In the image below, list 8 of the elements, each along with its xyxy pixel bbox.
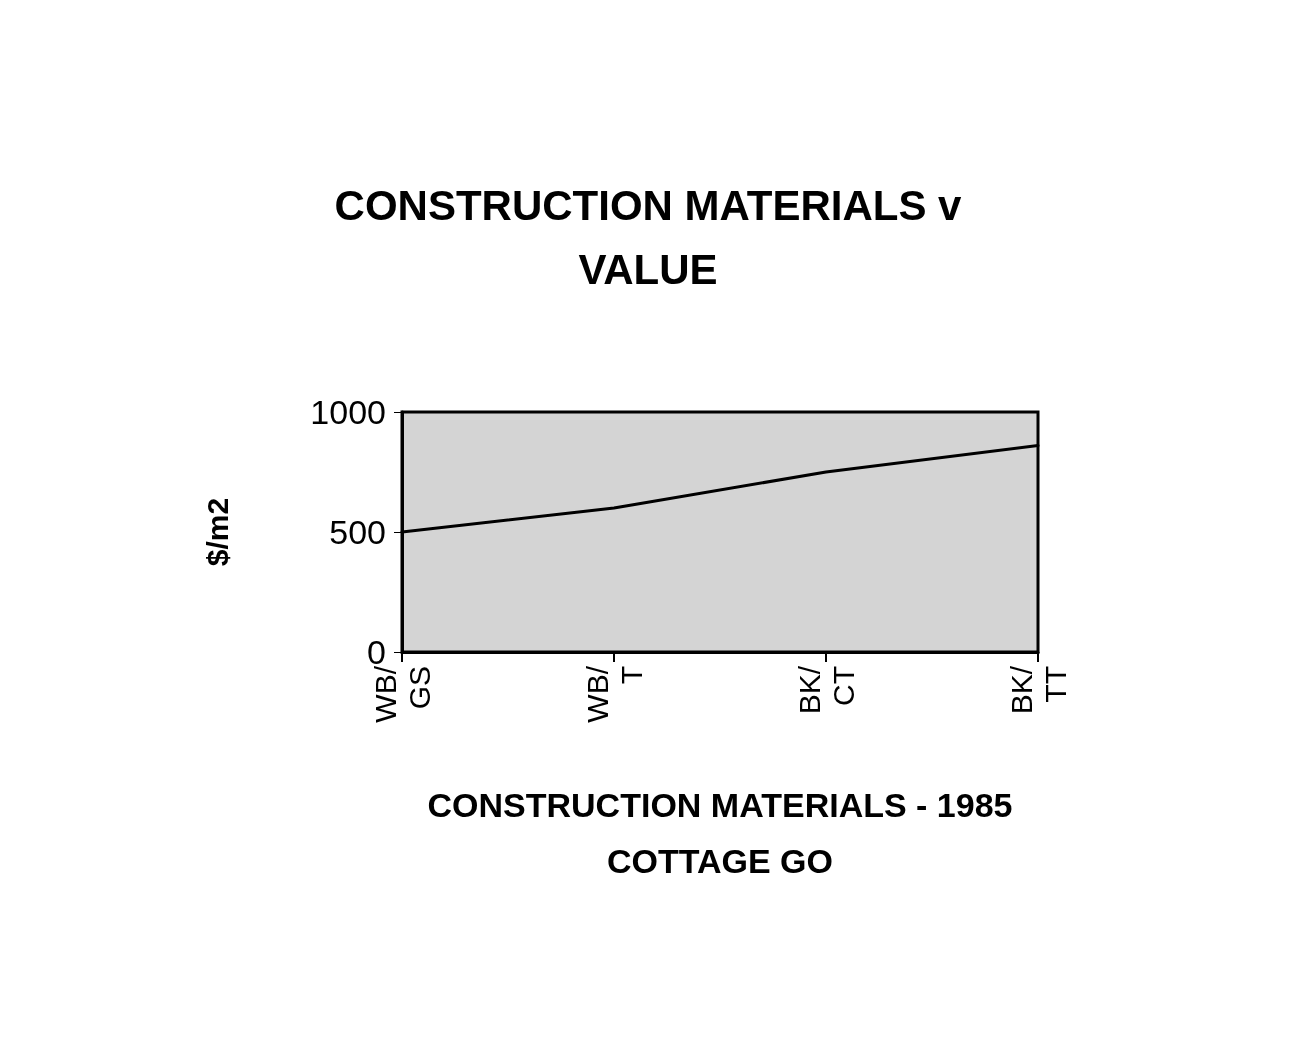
y-tick-label: 500 (329, 513, 386, 551)
chart-title: CONSTRUCTION MATERIALS v VALUE (334, 181, 963, 293)
y-tick-label: 1000 (310, 393, 386, 431)
y-axis-title: $/m2 (200, 497, 234, 567)
x-tick-label: BK/ CT (792, 665, 860, 715)
x-axis-title: CONSTRUCTION MATERIALS - 1985 COTTAGE GO (427, 786, 1013, 880)
x-tick-label: BK/ TT (1004, 665, 1072, 715)
x-tick-label: WB/ T (580, 665, 648, 723)
